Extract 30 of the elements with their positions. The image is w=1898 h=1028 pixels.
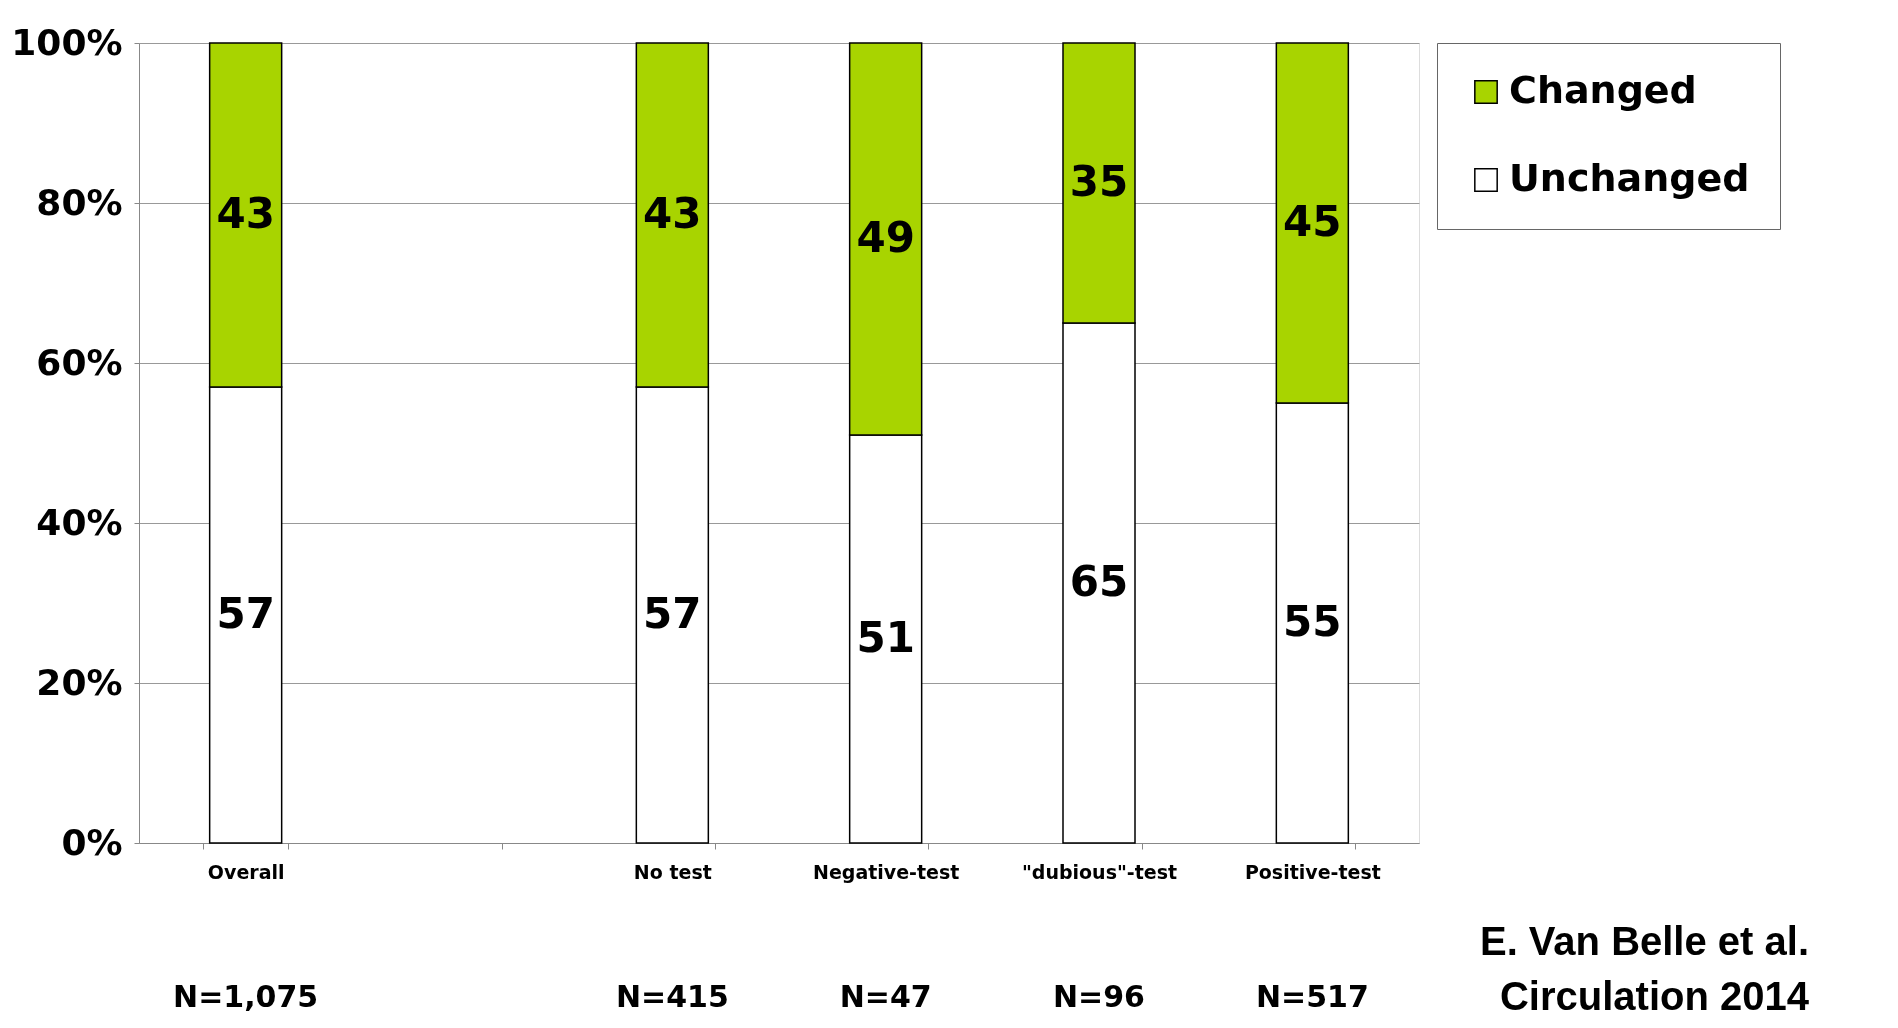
y-tick-label: 0%: [61, 821, 123, 863]
data-label: 57: [643, 589, 702, 638]
text: Circulation 2014: [1499, 974, 1810, 1018]
text: N=47: [839, 979, 932, 1014]
data-label: 57: [216, 589, 275, 638]
text: N=96: [1053, 979, 1145, 1014]
text: N=415: [615, 979, 729, 1014]
data-label: 65: [1069, 557, 1129, 606]
x-tick-label: Positive-test: [1244, 860, 1381, 883]
y-tick-label: 20%: [36, 661, 123, 703]
x-tick-label: No test: [633, 860, 712, 883]
data-label: 43: [216, 189, 275, 238]
text: E. Van Belle et al.: [1479, 919, 1809, 963]
data-label: 55: [1283, 597, 1342, 646]
legend-label: Unchanged: [1509, 156, 1750, 200]
legend-label: Changed: [1509, 68, 1697, 112]
y-tick-label: 60%: [36, 341, 123, 383]
text: N=1,075: [173, 979, 319, 1014]
data-label: 43: [643, 189, 702, 238]
x-tick-label: Overall: [207, 860, 285, 883]
y-tick-label: 80%: [36, 181, 123, 223]
x-tick-label: Negative-test: [813, 860, 960, 883]
data-label: 35: [1069, 157, 1129, 206]
text: N=517: [1255, 979, 1369, 1014]
data-label: 49: [856, 213, 915, 262]
y-tick-label: 100%: [11, 21, 123, 63]
y-tick-label: 40%: [36, 501, 123, 543]
x-tick-label: "dubious"-test: [1021, 860, 1178, 883]
data-label: 45: [1283, 197, 1342, 246]
data-label: 51: [856, 613, 915, 662]
